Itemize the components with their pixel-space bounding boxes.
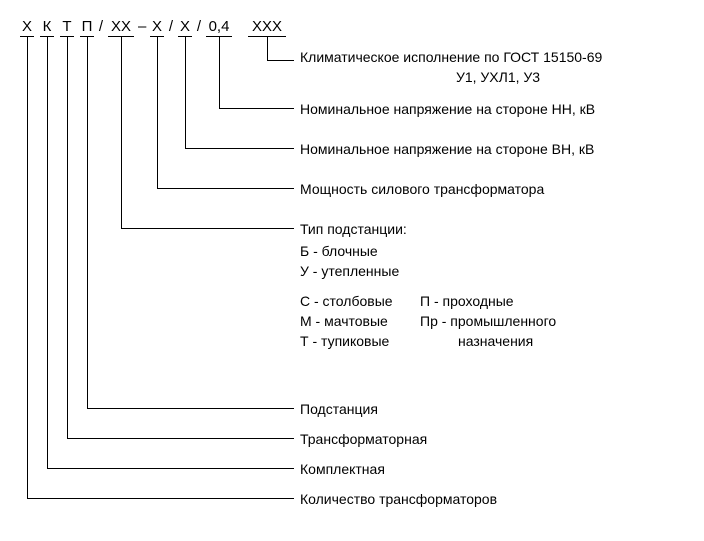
description-item: П - проходные (420, 292, 514, 311)
description-text: Номинальное напряжение на стороне НН, кВ (300, 100, 696, 119)
code-segment: Т (60, 18, 74, 35)
description-item: С - столбовые (300, 292, 393, 311)
code-segment: / (98, 18, 104, 35)
description-text: Подстанция (300, 400, 696, 419)
code-segment: Х (150, 18, 164, 35)
description-title: Тип подстанции: (300, 220, 407, 239)
connector-line (67, 438, 294, 439)
code-segment: / (168, 18, 174, 35)
code-segment: 0,4 (206, 18, 232, 35)
connector-line (87, 37, 88, 408)
code-segment: / (196, 18, 202, 35)
description-item: У - утепленные (300, 262, 399, 281)
code-segment: П (80, 18, 94, 35)
code-segment: ХХ (108, 18, 134, 35)
code-segment: Х (178, 18, 192, 35)
description-text: Климатическое исполнение по ГОСТ 15150-6… (300, 48, 696, 67)
connector-line (87, 408, 294, 409)
connector-line (157, 188, 294, 189)
connector-line (219, 37, 220, 108)
description-item: М - мачтовые (300, 312, 388, 331)
code-segment: – (138, 18, 146, 35)
connector-line (121, 228, 294, 229)
connector-line (27, 37, 28, 498)
description-text: У1, УХЛ1, У3 (300, 68, 696, 87)
description-text: Трансформаторная (300, 430, 696, 449)
description-text: Номинальное напряжение на стороне ВН, кВ (300, 140, 696, 159)
designation-diagram: ХКТП/ХХ–Х/Х/0,4ХХХКлиматическое исполнен… (0, 0, 704, 541)
connector-line (47, 37, 48, 468)
description-item: Т - тупиковые (300, 332, 389, 351)
code-segment: К (40, 18, 54, 35)
connector-line (267, 37, 268, 60)
connector-line (219, 108, 294, 109)
connector-line (267, 60, 294, 61)
connector-line (47, 468, 294, 469)
connector-line (185, 37, 186, 148)
connector-line (185, 148, 294, 149)
description-text: Комплектная (300, 460, 696, 479)
description-item: Пр - промышленного (420, 312, 556, 331)
code-segment: Х (20, 18, 34, 35)
description-item: назначения (458, 332, 533, 351)
description-text: Мощность силового трансформатора (300, 180, 696, 199)
connector-line (157, 37, 158, 188)
description-text: Количество трансформаторов (300, 490, 696, 509)
description-item: Б - блочные (300, 242, 378, 261)
connector-line (27, 498, 294, 499)
connector-line (121, 37, 122, 228)
connector-line (67, 37, 68, 438)
code-segment: ХХХ (248, 18, 286, 35)
